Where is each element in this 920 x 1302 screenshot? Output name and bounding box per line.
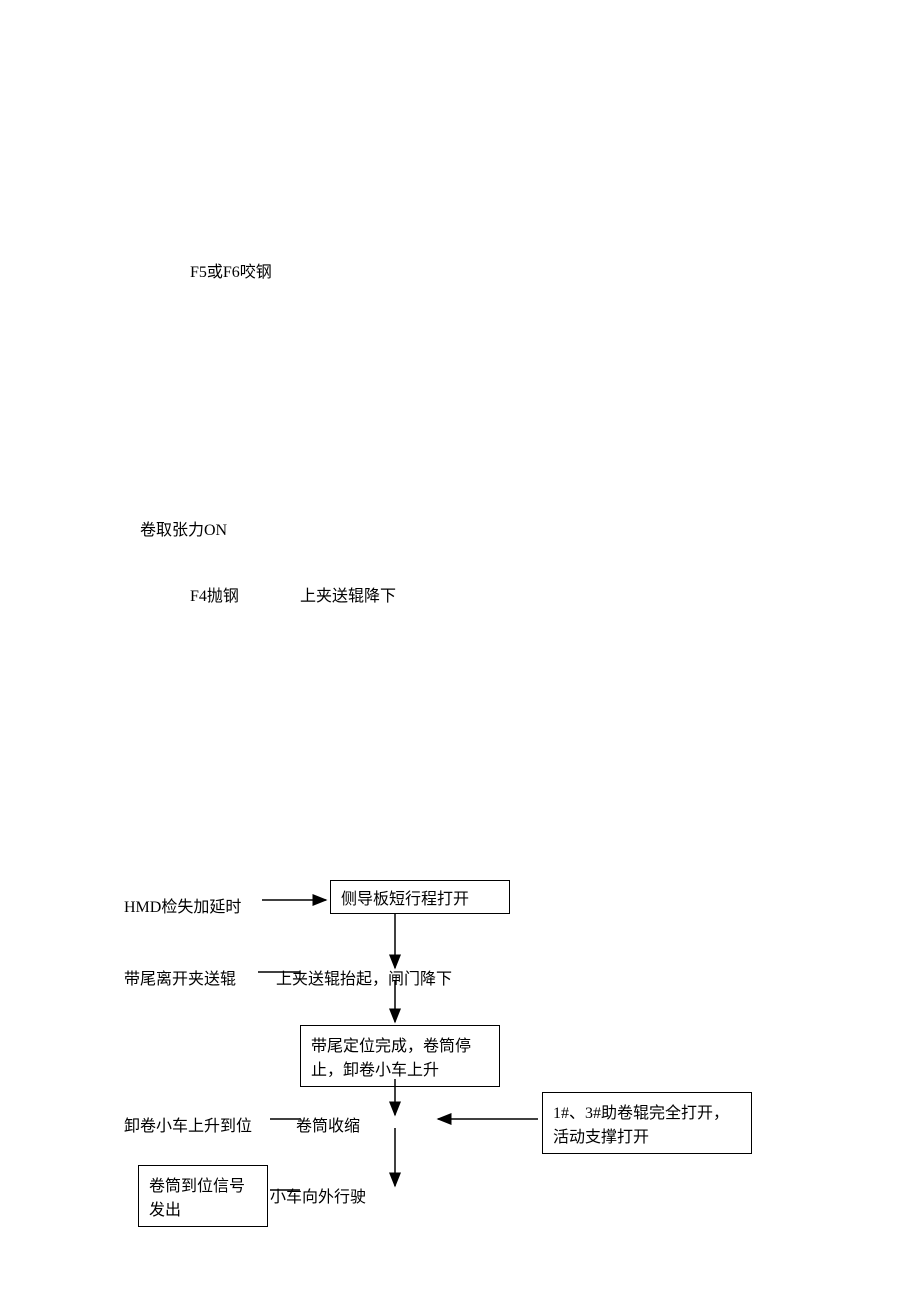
node-mandrel-signal: 卷筒到位信号发出	[138, 1165, 268, 1227]
node-wrapper-open: 1#、3#助卷辊完全打开，活动支撑打开	[542, 1092, 752, 1154]
node-car-up-inplace: 卸卷小车上升到位	[124, 1112, 252, 1136]
node-f4: F4抛钢	[190, 582, 239, 606]
node-mandrel-collapse: 卷筒收缩	[296, 1112, 360, 1136]
edges-layer	[0, 0, 920, 1302]
node-car-outward: 小车向外行驶	[270, 1183, 366, 1207]
node-tension-on: 卷取张力ON	[140, 516, 227, 540]
node-sideguide-open: 侧导板短行程打开	[330, 880, 510, 914]
node-hmd-delay: HMD检失加延时	[124, 893, 241, 917]
node-tail-pos-stop: 带尾定位完成，卷筒停止，卸卷小车上升	[300, 1025, 500, 1087]
node-f5f6: F5或F6咬钢	[190, 258, 272, 282]
node-pinch-up-gate-down: 上夹送辊抬起，闸门降下	[276, 965, 452, 989]
node-upper-pinch-down: 上夹送辊降下	[300, 582, 396, 606]
flowchart-canvas: F5或F6咬钢 卷取张力ON F4抛钢 上夹送辊降下 HMD检失加延时 侧导板短…	[0, 0, 920, 1302]
node-tail-leave: 带尾离开夹送辊	[124, 965, 236, 989]
